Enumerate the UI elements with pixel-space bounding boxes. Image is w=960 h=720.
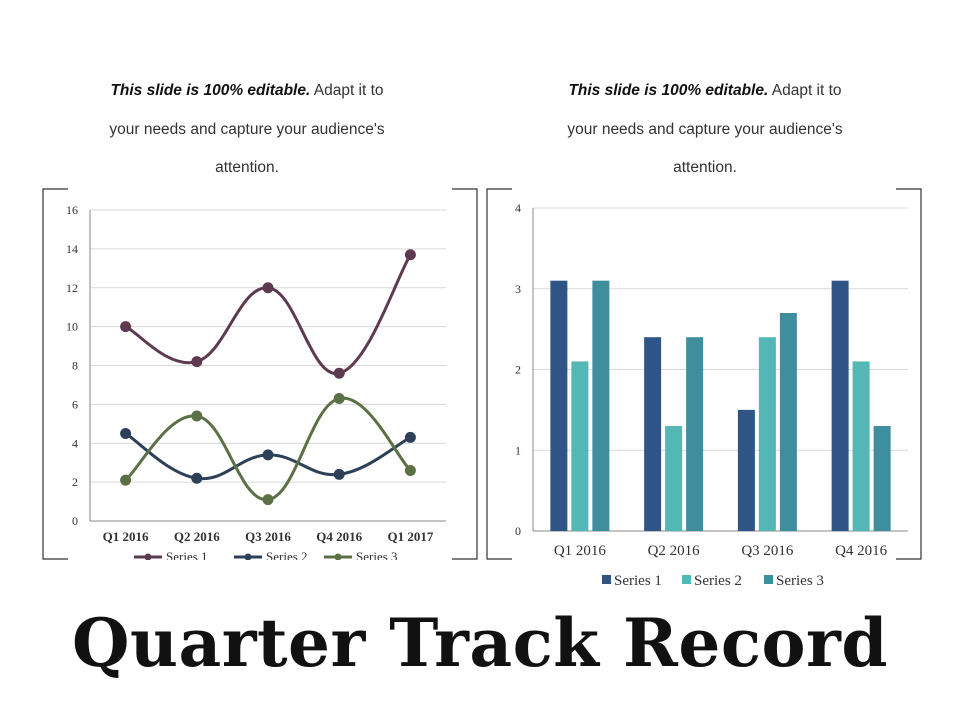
- legend-label: Series 2: [266, 549, 308, 560]
- bar: [550, 280, 568, 531]
- caption-left-line2: your needs and capture your audience's: [109, 120, 385, 138]
- x-tick-label: Q2 2016: [174, 529, 220, 544]
- y-tick-label: 14: [66, 242, 78, 256]
- frame-bracket-right: [896, 188, 922, 560]
- bar-chart-frame: 0 1 2 3 4 Q1 2016 Q2 2016 Q3 2016 Q4 2016 Series …: [486, 188, 922, 589]
- y-tick-label: 6: [72, 397, 78, 411]
- data-point: [120, 428, 132, 440]
- caption-right-line3: attention.: [673, 159, 737, 176]
- bar-chart: 0 1 2 3 4 Q1 2016 Q2 2016 Q3 2016 Q4 2016 Series …: [486, 188, 922, 589]
- x-tick-label: Q1 2017: [387, 529, 433, 544]
- x-tick-label: Q3 2016: [741, 543, 794, 559]
- y-tick-label: 10: [66, 320, 78, 334]
- y-tick-label: 4: [72, 436, 78, 450]
- y-tick-label: 4: [515, 201, 521, 215]
- y-tick-label: 1: [515, 443, 521, 457]
- data-point: [120, 321, 132, 333]
- page-title: Quarter Track Record: [72, 604, 888, 682]
- bar: [758, 337, 776, 531]
- legend-marker: [144, 553, 152, 560]
- bar: [779, 312, 797, 531]
- data-point: [120, 474, 132, 486]
- legend-swatch: [602, 575, 611, 584]
- x-tick-label: Q1 2016: [554, 543, 607, 559]
- x-tick-label: Q1 2016: [103, 529, 149, 544]
- y-tick-label: 16: [66, 203, 78, 217]
- caption-right-bold: This slide is 100% editable.: [568, 82, 769, 99]
- data-point: [191, 356, 203, 368]
- y-tick-label: 3: [515, 282, 521, 296]
- y-tick-label: 2: [515, 363, 521, 377]
- legend-marker: [334, 553, 342, 560]
- caption-left-bold: This slide is 100% editable.: [110, 82, 311, 99]
- legend-marker: [244, 553, 252, 560]
- bar: [852, 361, 870, 531]
- legend-label: Series 3: [776, 573, 824, 589]
- caption-left-line1: Adapt it to: [310, 82, 384, 99]
- y-tick-label: 0: [515, 524, 521, 538]
- bar: [644, 337, 662, 531]
- legend-label: Series 3: [356, 549, 398, 560]
- x-tick-label: Q2 2016: [648, 543, 701, 559]
- data-point: [191, 472, 203, 484]
- y-tick-label: 2: [72, 475, 78, 489]
- bar: [737, 409, 755, 531]
- caption-left: This slide is 100% editable. Adapt it to…: [37, 72, 457, 188]
- bar: [831, 280, 849, 531]
- caption-left-line3: attention.: [215, 159, 279, 176]
- x-tick-label: Q4 2016: [316, 529, 362, 544]
- line-chart: 0 2 4 6 8 10 12 14 16 Q1 2016 Q2 2016 Q3 2016 Q4 201…: [42, 188, 478, 560]
- data-point: [262, 282, 274, 294]
- data-point: [333, 367, 345, 379]
- line-chart-frame: 0 2 4 6 8 10 12 14 16 Q1 2016 Q2 2016 Q3 2016 Q4 201…: [42, 188, 478, 560]
- legend-label: Series 2: [694, 573, 742, 589]
- frame-bracket-right: [452, 188, 478, 560]
- caption-right-line2: your needs and capture your audience's: [567, 120, 843, 138]
- legend-swatch: [764, 575, 773, 584]
- legend-label: Series 1: [166, 549, 208, 560]
- legend-label: Series 1: [614, 573, 662, 589]
- data-point: [404, 464, 416, 476]
- y-tick-label: 12: [66, 281, 78, 295]
- y-tick-label: 0: [72, 514, 78, 528]
- x-tick-label: Q4 2016: [835, 543, 888, 559]
- series-line: [124, 397, 412, 502]
- caption-right-line1: Adapt it to: [768, 82, 842, 99]
- data-point: [262, 449, 274, 461]
- y-tick-label: 8: [72, 359, 78, 373]
- bar: [592, 280, 610, 531]
- bar: [665, 426, 683, 531]
- frame-bracket-left: [42, 188, 68, 560]
- data-point: [333, 468, 345, 480]
- bar: [873, 426, 891, 531]
- data-point: [262, 494, 274, 506]
- series-line: [124, 253, 412, 375]
- legend-swatch: [682, 575, 691, 584]
- data-point: [404, 249, 416, 261]
- x-tick-label: Q3 2016: [245, 529, 291, 544]
- data-point: [191, 410, 203, 422]
- bar: [686, 337, 704, 531]
- data-point: [333, 393, 345, 405]
- caption-right: This slide is 100% editable. Adapt it to…: [495, 72, 915, 188]
- frame-bracket-left: [486, 188, 512, 560]
- data-point: [404, 431, 416, 443]
- bar: [571, 361, 589, 531]
